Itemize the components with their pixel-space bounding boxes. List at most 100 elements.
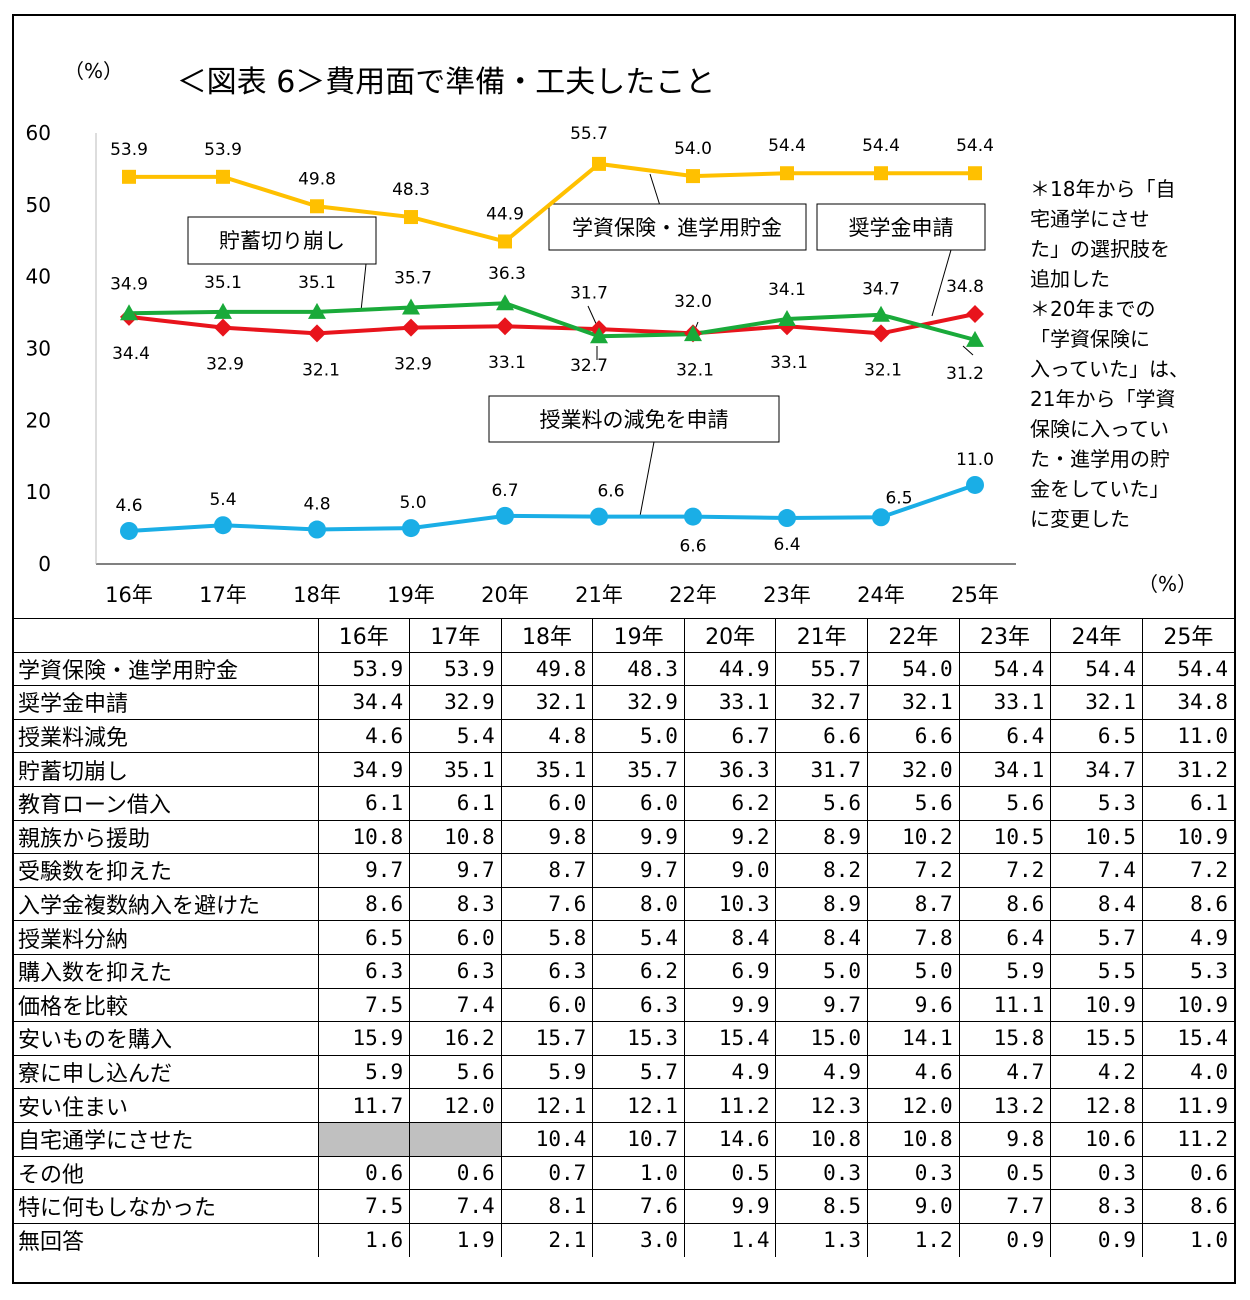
table-cell: 5.3 [1141,953,1234,989]
table-cell: 5.0 [867,953,960,989]
series-name-label: 授業料の減免を申請 [540,408,729,432]
row-label: その他 [14,1155,319,1191]
table-cell: 12.8 [1050,1088,1143,1123]
table-cell: 8.7 [867,886,960,922]
data-table: 16年 17年 18年 19年 20年 21年 22年 23年 24年 25年 学資保険・進学用貯金… [14,618,1234,1257]
table-cell: 34.8 [1141,685,1234,720]
data-label: 33.1 [488,353,526,373]
table-row: 奨学金申請 34.4 32.9 32.1 32.9 33.1 32.7 32.1 33.1 32.… [14,685,1234,720]
table-cell: 15.0 [775,1021,869,1056]
data-point [592,156,606,171]
table-cell: 31.7 [775,752,869,787]
data-point [214,318,232,337]
column-header: 20年 [683,618,777,653]
data-point [120,304,138,321]
table-cell: 11.2 [683,1088,777,1123]
row-label: 奨学金申請 [14,685,319,720]
data-label: 34.9 [110,274,148,294]
data-label: 34.4 [112,344,150,364]
table-cell: 33.1 [958,685,1052,720]
table-cell: 7.2 [1141,853,1234,888]
column-header: 24年 [1050,618,1143,653]
series-line [128,312,976,336]
table-cell: 55.7 [775,651,869,687]
data-point [120,521,138,540]
data-label: 48.3 [392,180,430,200]
table-cell: 4.6 [867,1054,960,1090]
row-label: 教育ローン借入 [14,785,319,821]
table-cell: 6.6 [867,718,960,754]
data-point [874,166,888,181]
data-label: 31.2 [946,364,984,384]
series-name-label: 貯蓄切り崩し [219,229,345,253]
x-tick-label: 17年 [199,583,247,607]
data-point [308,520,326,539]
series-line [128,301,976,342]
table-cell: 10.5 [1050,819,1143,855]
table-cell: 5.4 [592,920,685,955]
table-cell: 34.1 [958,752,1052,787]
x-tick-label: 24年 [857,583,905,607]
table-cell: 6.1 [1141,785,1234,821]
table-cell: 7.5 [317,987,411,1023]
chart-note: ＊18年から「自 宅通学にさせ た」の選択肢を 追加した ＊20年までの 「学資… [1030,177,1189,531]
row-label: 安いものを購入 [14,1021,319,1056]
data-point [590,327,608,344]
data-point [780,166,794,181]
table-cell: 10.2 [867,819,960,855]
row-label: 受験数を抑えた [14,853,319,888]
y-tick-label: 0 [38,552,51,576]
callout-leader [931,249,952,317]
y-tick-label: 50 [26,193,51,217]
data-label: 36.3 [488,264,526,284]
table-cell: 8.0 [592,886,685,922]
table-cell: 10.8 [317,819,411,855]
row-label: 親族から援助 [14,819,319,855]
table-cell: 8.2 [775,853,869,888]
table-cell: 8.4 [775,920,869,955]
data-label: 49.8 [298,169,336,189]
table-cell: 5.7 [1050,920,1143,955]
table-cell: 4.8 [500,718,594,754]
table-cell: 6.2 [592,953,685,989]
table-row: 無回答 1.6 1.9 2.1 3.0 1.4 1.3 1.2 0.9 0.9 1.0 [14,1222,1234,1257]
table-row: 学資保険・進学用貯金 53.9 53.9 49.8 48.3 44.9 55.7 54.0 54… [14,651,1234,687]
table-cell: 1.9 [409,1222,502,1257]
table-cell: 9.0 [683,853,777,888]
data-label: 53.9 [204,140,242,160]
table-cell: 5.9 [317,1054,411,1090]
table-cell: 9.7 [775,987,869,1023]
data-point [686,169,700,184]
table-cell: 5.5 [1050,953,1143,989]
table-cell: 10.4 [500,1121,594,1157]
data-point [496,317,514,336]
data-point [966,305,984,324]
table-cell: 9.9 [683,1189,777,1224]
table-cell: 5.9 [500,1054,594,1090]
table-cell: 6.9 [683,953,777,989]
table-cell: 3.0 [592,1222,685,1257]
table-row: 安いものを購入 15.9 16.2 15.7 15.3 15.4 15.0 14.1 15.8 1… [14,1021,1234,1056]
table-cell: 1.6 [317,1222,411,1257]
table-cell: 9.6 [867,987,960,1023]
table-cell: 6.0 [500,785,594,821]
column-header: 22年 [867,618,960,653]
table-row: 貯蓄切崩し 34.9 35.1 35.1 35.7 36.3 31.7 32.0 34.1 34.… [14,752,1234,787]
table-cell: 15.5 [1050,1021,1143,1056]
table-cell: 12.0 [409,1088,502,1123]
row-label: 寮に申し込んだ [14,1054,319,1090]
column-header: 17年 [409,618,502,653]
data-point [404,210,418,225]
table-row: 自宅通学にさせた 10.4 10.7 14.6 10.8 10.8 9.8 10.6 11.2 [14,1121,1234,1157]
figure-frame: ＜図表 6＞費用面で準備・工夫したこと （%） 0 10 20 30 40 50 60 16年 17… [12,14,1236,1284]
row-label: 購入数を抑えた [14,953,319,989]
table-cell: 8.9 [775,819,869,855]
table-cell: 32.1 [1050,685,1143,720]
data-point [684,325,702,342]
data-point [214,302,232,319]
row-label: 無回答 [14,1222,319,1257]
data-label: 4.8 [303,495,330,515]
table-cell: 8.1 [500,1189,594,1224]
table-cell: 44.9 [683,651,777,687]
table-cell: 4.2 [1050,1054,1143,1090]
